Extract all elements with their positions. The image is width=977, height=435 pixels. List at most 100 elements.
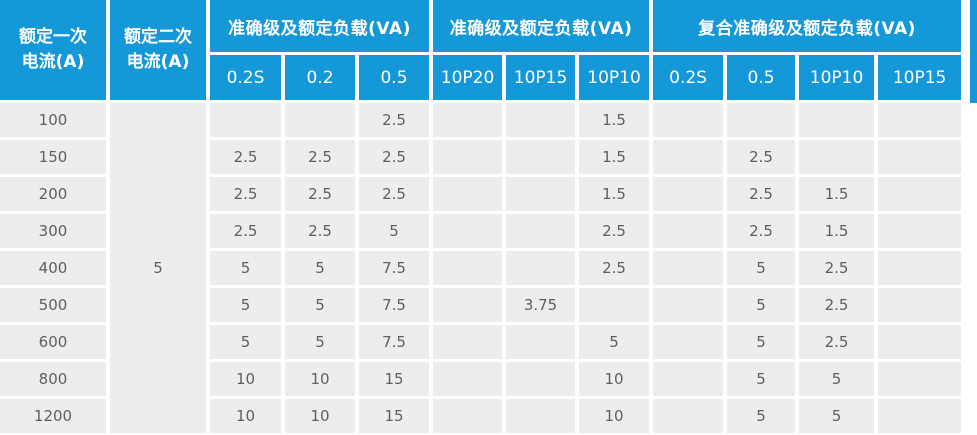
- primary-current-header-line2: 电流(A): [21, 52, 85, 72]
- load-value-cell: [878, 362, 966, 399]
- load-value-cell: [433, 362, 507, 399]
- load-value-cell: 2.5: [210, 177, 285, 214]
- secondary-current-cell: 5: [110, 103, 210, 435]
- load-value-cell: 10: [210, 399, 285, 435]
- load-value-cell: [653, 288, 728, 325]
- load-value-cell: 5: [727, 251, 800, 288]
- load-value-cell: 7.5: [359, 251, 434, 288]
- load-value-cell: 2.5: [799, 325, 879, 362]
- load-value-cell: 10: [579, 399, 654, 435]
- load-value-cell: 2.5: [285, 140, 359, 177]
- col-header-g1-02: 0.2: [285, 55, 359, 103]
- load-value-cell: [506, 362, 580, 399]
- load-value-cell: 2.5: [579, 214, 654, 251]
- load-value-cell: 5: [285, 288, 359, 325]
- col-header-g3-10p15: 10P15: [878, 55, 966, 103]
- load-value-cell: 5: [210, 288, 285, 325]
- load-value-cell: [433, 251, 507, 288]
- load-value-cell: [653, 325, 728, 362]
- load-value-cell: [579, 288, 654, 325]
- table-row: 1200 10 10 15 10 5 5: [0, 399, 966, 435]
- col-header-g3-02s: 0.2S: [653, 55, 728, 103]
- table-row: 800 10 10 15 10 5 5: [0, 362, 966, 399]
- secondary-current-header-line1: 额定二次: [124, 27, 192, 48]
- header-group-row: 额定一次 电流(A) 额定二次 电流(A) 准确级及额定负载(VA) 准确级及额…: [0, 0, 966, 103]
- load-value-cell: [653, 362, 728, 399]
- load-value-cell: [210, 103, 285, 140]
- load-value-cell: [433, 140, 507, 177]
- load-value-cell: [506, 103, 580, 140]
- load-value-cell: [653, 251, 728, 288]
- table-row: 150 2.5 2.5 2.5 1.5 2.5: [0, 140, 966, 177]
- load-value-cell: 1.5: [799, 214, 879, 251]
- load-value-cell: 2.5: [799, 251, 879, 288]
- load-value-cell: [878, 177, 966, 214]
- load-value-cell: 2.5: [579, 251, 654, 288]
- col-header-g2-10p15: 10P15: [506, 55, 580, 103]
- load-value-cell: 5: [727, 399, 800, 435]
- load-value-cell: [799, 103, 879, 140]
- load-value-cell: 2.5: [727, 214, 800, 251]
- primary-current-cell: 150: [0, 140, 110, 177]
- table-header: 额定一次 电流(A) 额定二次 电流(A) 准确级及额定负载(VA) 准确级及额…: [0, 0, 966, 103]
- load-value-cell: 5: [210, 251, 285, 288]
- load-value-cell: 2.5: [285, 177, 359, 214]
- load-value-cell: [506, 251, 580, 288]
- load-value-cell: 2.5: [727, 140, 800, 177]
- load-value-cell: [653, 177, 728, 214]
- col-header-g3-05: 0.5: [727, 55, 800, 103]
- table-row: 100 5 2.5 1.5: [0, 103, 966, 435]
- primary-current-cell: 1200: [0, 399, 110, 435]
- load-value-cell: 2.5: [799, 288, 879, 325]
- load-value-cell: 10: [579, 362, 654, 399]
- load-value-cell: [653, 103, 728, 140]
- secondary-current-header-line2: 电流(A): [126, 52, 190, 72]
- load-value-cell: [285, 103, 359, 140]
- col-header-g2-10p10: 10P10: [579, 55, 654, 103]
- primary-current-cell: 600: [0, 325, 110, 362]
- load-value-cell: [506, 214, 580, 251]
- col-header-g2-10p20: 10P20: [433, 55, 507, 103]
- load-value-cell: 10: [285, 399, 359, 435]
- load-value-cell: 2.5: [285, 214, 359, 251]
- table-row: 400 5 5 7.5 2.5 5 2.5: [0, 251, 966, 288]
- load-value-cell: 7.5: [359, 288, 434, 325]
- primary-current-cell: 800: [0, 362, 110, 399]
- load-value-cell: [433, 214, 507, 251]
- col-header-g3-10p10: 10P10: [799, 55, 879, 103]
- load-value-cell: [878, 325, 966, 362]
- load-value-cell: 1.5: [579, 177, 654, 214]
- load-value-cell: 2.5: [210, 140, 285, 177]
- load-value-cell: 5: [210, 325, 285, 362]
- load-value-cell: 1.5: [579, 103, 654, 140]
- primary-current-cell: 400: [0, 251, 110, 288]
- load-value-cell: [878, 251, 966, 288]
- load-value-cell: 15: [359, 399, 434, 435]
- col-header-g1-02s: 0.2S: [210, 55, 285, 103]
- load-value-cell: [506, 399, 580, 435]
- accuracy-load-group2-header: 准确级及额定负载(VA): [433, 0, 654, 55]
- load-value-cell: [878, 103, 966, 140]
- secondary-current-header: 额定二次 电流(A): [110, 0, 210, 103]
- load-value-cell: 5: [727, 288, 800, 325]
- load-value-cell: [653, 140, 728, 177]
- load-value-cell: 5: [727, 325, 800, 362]
- load-value-cell: [433, 177, 507, 214]
- load-value-cell: [727, 103, 800, 140]
- primary-current-cell: 200: [0, 177, 110, 214]
- table-row: 500 5 5 7.5 3.75 5 2.5: [0, 288, 966, 325]
- load-value-cell: [878, 140, 966, 177]
- primary-current-cell: 500: [0, 288, 110, 325]
- load-value-cell: 1.5: [799, 177, 879, 214]
- load-value-cell: [878, 288, 966, 325]
- load-value-cell: [799, 140, 879, 177]
- load-value-cell: [506, 325, 580, 362]
- load-value-cell: [878, 214, 966, 251]
- load-value-cell: 2.5: [359, 140, 434, 177]
- load-value-cell: 7.5: [359, 325, 434, 362]
- load-value-cell: [433, 103, 507, 140]
- load-value-cell: [506, 140, 580, 177]
- col-header-g1-05: 0.5: [359, 55, 434, 103]
- load-value-cell: [878, 399, 966, 435]
